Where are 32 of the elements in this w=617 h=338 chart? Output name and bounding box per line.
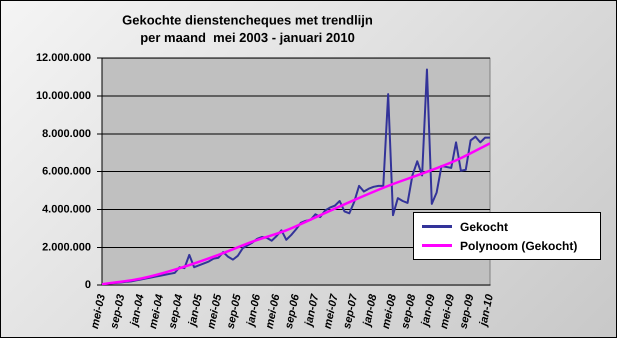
y-tick-label: 12.000.000 — [36, 52, 91, 64]
x-tick-label: mei-05 — [205, 292, 224, 330]
x-tick-label: sep-08 — [399, 292, 418, 330]
x-tick-label: sep-04 — [166, 293, 186, 330]
x-tick-label: jan-04 — [128, 293, 147, 329]
x-tick-label: mei-06 — [264, 292, 283, 330]
y-tick-label: 10.000.000 — [36, 90, 91, 102]
legend-label: Gekocht — [460, 220, 508, 234]
y-tick-label: 4.000.000 — [42, 204, 91, 216]
x-tick-label: sep-07 — [341, 292, 360, 330]
x-tick-label: mei-08 — [380, 292, 400, 330]
y-tick-label: 2.000.000 — [42, 241, 91, 254]
x-tick-label: sep-09 — [458, 292, 477, 330]
x-tick-label: jan-09 — [418, 292, 438, 329]
x-tick-label: sep-03 — [108, 293, 128, 330]
x-tick-label: jan-10 — [477, 293, 496, 329]
chart-title: Gekochte dienstencheques met trendlijn — [122, 12, 373, 28]
x-tick-label: mei-04 — [147, 293, 166, 330]
y-tick-label: 0 — [84, 279, 91, 292]
y-tick-label: 8.000.000 — [42, 128, 91, 140]
y-tick-label: 6.000.000 — [42, 166, 91, 178]
x-tick-label: jan-07 — [302, 292, 322, 329]
x-tick-label: mei-03 — [88, 293, 108, 330]
x-tick-label: mei-07 — [322, 292, 341, 330]
x-tick-label: jan-08 — [360, 292, 380, 329]
x-tick-label: sep-05 — [224, 292, 244, 330]
x-tick-label: mei-09 — [438, 292, 458, 330]
x-tick-label: jan-06 — [244, 292, 264, 329]
chart-subtitle: per maand mei 2003 - januari 2010 — [140, 30, 355, 45]
x-tick-label: sep-06 — [282, 292, 302, 330]
legend-label: Polynoom (Gekocht) — [460, 238, 578, 252]
x-tick-label: jan-05 — [186, 292, 206, 329]
